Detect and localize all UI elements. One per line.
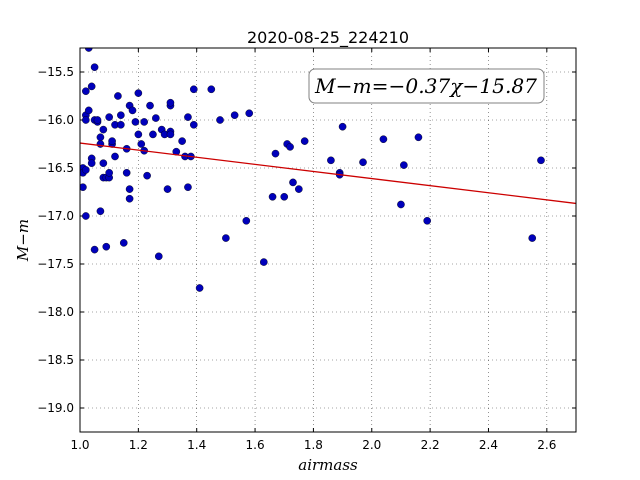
- data-point: [152, 114, 160, 122]
- data-point: [178, 137, 186, 145]
- data-point: [134, 130, 143, 139]
- data-point: [82, 212, 90, 220]
- data-point: [143, 171, 151, 180]
- x-tick-label: 2.4: [479, 438, 498, 452]
- data-point: [90, 245, 99, 254]
- chart-title: 2020-08-25_224210: [247, 28, 409, 48]
- data-point: [90, 63, 99, 71]
- data-point: [184, 113, 192, 121]
- data-point: [289, 178, 297, 187]
- data-point: [189, 85, 198, 94]
- data-point: [280, 192, 289, 201]
- data-point: [359, 158, 367, 167]
- data-point: [166, 98, 175, 107]
- fit-line: [80, 142, 576, 205]
- data-point: [125, 194, 134, 203]
- data-point: [397, 200, 405, 209]
- data-point: [163, 185, 172, 193]
- data-point: [105, 113, 113, 121]
- fit-equation-annotation: M−m=−0.37χ−15.87: [314, 74, 537, 98]
- annotation-box: [308, 68, 545, 104]
- data-point: [222, 234, 230, 242]
- data-point: [230, 111, 239, 119]
- data-point: [149, 130, 157, 139]
- data-point: [96, 140, 105, 148]
- data-point: [184, 183, 192, 191]
- data-point: [111, 152, 119, 161]
- y-tick-label: −16.0: [37, 113, 74, 127]
- data-point: [423, 216, 432, 225]
- x-tick-label: 1.0: [70, 438, 89, 452]
- data-point: [105, 168, 113, 177]
- data-point: [131, 118, 140, 126]
- x-tick-label: 2.6: [537, 438, 556, 452]
- data-point: [286, 143, 294, 151]
- data-point: [122, 168, 131, 177]
- data-point: [338, 122, 347, 131]
- data-point: [379, 135, 388, 143]
- data-point: [140, 118, 148, 126]
- data-point: [96, 133, 105, 142]
- data-point: [117, 121, 125, 129]
- data-point: [268, 192, 277, 201]
- data-point: [80, 183, 87, 191]
- data-point: [93, 116, 102, 124]
- y-tick-label: −19.0: [37, 401, 74, 415]
- data-point: [271, 149, 280, 158]
- data-point: [207, 85, 216, 94]
- data-point: [146, 101, 154, 110]
- data-point: [82, 116, 90, 124]
- data-point: [84, 106, 93, 115]
- y-tick-label: −17.0: [37, 209, 74, 223]
- data-point: [82, 166, 90, 174]
- data-point: [295, 185, 303, 193]
- data-point: [99, 125, 108, 134]
- y-tick-label: −18.5: [37, 353, 74, 367]
- data-point: [537, 156, 545, 165]
- x-tick-label: 1.6: [246, 438, 265, 452]
- data-point: [528, 234, 537, 242]
- data-point: [96, 207, 105, 215]
- x-axis-label: airmass: [298, 456, 358, 474]
- data-point: [134, 89, 143, 97]
- data-point: [119, 239, 128, 247]
- data-point: [117, 111, 125, 119]
- data-point: [114, 92, 122, 100]
- data-point: [245, 109, 254, 118]
- data-point: [154, 252, 163, 261]
- y-axis-label: M−m: [14, 219, 32, 262]
- data-point: [82, 87, 90, 95]
- data-point: [128, 106, 137, 115]
- x-tick-label: 1.8: [304, 438, 323, 452]
- data-point: [166, 130, 175, 139]
- data-point: [300, 137, 309, 145]
- x-tick-label: 1.4: [187, 438, 206, 452]
- data-point: [99, 159, 108, 167]
- data-point: [327, 156, 335, 165]
- x-tick-label: 1.2: [129, 438, 148, 452]
- data-point: [87, 159, 96, 167]
- x-tick-label: 2.2: [421, 438, 440, 452]
- data-point: [102, 242, 111, 251]
- y-tick-label: −16.5: [37, 161, 74, 175]
- data-point: [189, 121, 198, 129]
- data-point: [87, 82, 96, 91]
- y-tick-label: −17.5: [37, 257, 74, 271]
- data-point: [242, 216, 251, 225]
- plot-frame: [79, 47, 577, 433]
- x-tick-label: 2.0: [362, 438, 381, 452]
- y-tick-label: −18.0: [37, 305, 74, 319]
- data-point: [216, 116, 224, 124]
- y-tick-label: −15.5: [37, 65, 74, 79]
- data-point: [125, 185, 134, 193]
- data-point: [400, 161, 408, 169]
- data-point: [108, 137, 116, 145]
- data-point: [260, 258, 268, 266]
- data-point: [195, 284, 204, 292]
- data-point: [137, 140, 146, 148]
- plot-area: 1.0 1.2 1.4 1.6 1.8 2.0 2.2 2.4 2.6 −15.5 −16.0 −16…: [37, 47, 577, 452]
- data-point: [414, 133, 423, 142]
